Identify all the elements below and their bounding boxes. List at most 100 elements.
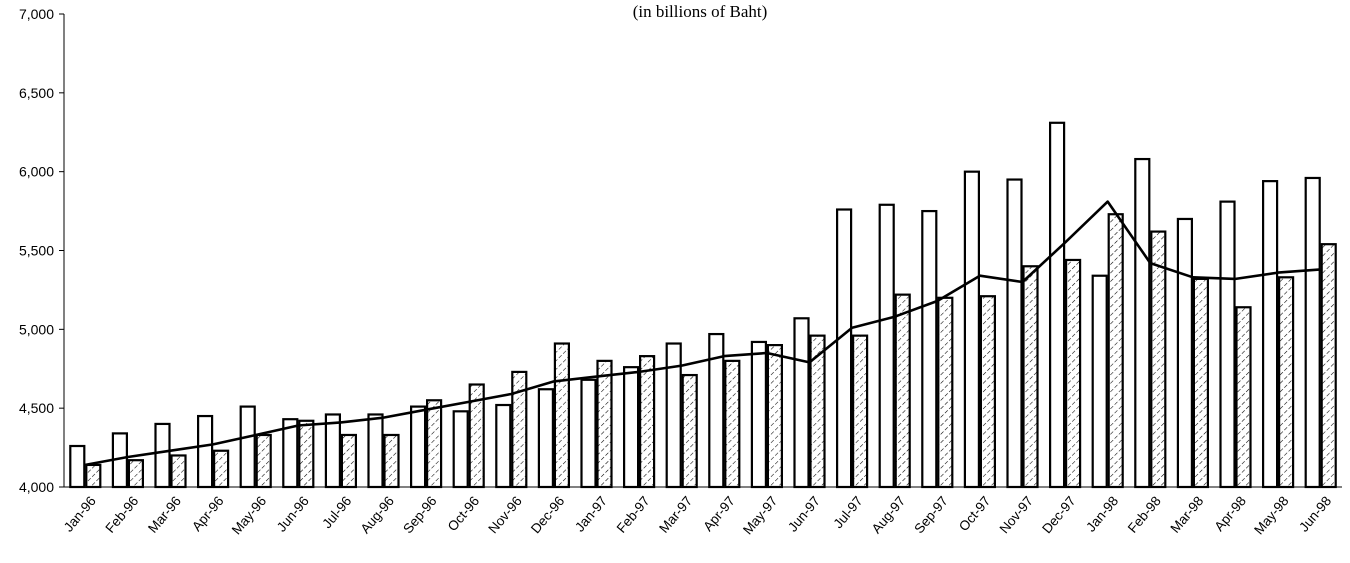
open-bar [1219,200,1236,489]
chart-subtitle: (in billions of Baht) [633,2,768,21]
open-bar [921,209,938,489]
x-tick-label: Jan-97 [572,493,610,534]
hatched-bar [1150,230,1167,489]
trend-line [85,200,1321,467]
open-bar [708,332,725,489]
hatched-bar [383,433,400,489]
open-bar [665,342,682,489]
x-tick-label: Sep-96 [400,493,439,536]
x-tick-label: Jun-98 [1296,493,1334,534]
open-bar [750,340,768,489]
open-bar [1006,178,1023,489]
x-tick-label: Aug-97 [869,493,908,536]
hatched-bar [127,459,144,489]
open-bar [835,208,853,489]
hatched-bar [255,433,272,489]
x-tick-label: Oct-97 [956,493,994,534]
y-tick-label: 6,000 [19,164,54,180]
x-tick-label: Feb-98 [1125,493,1164,535]
hatched-bar [553,342,571,489]
open-bar [1134,157,1151,489]
hatched-bar [85,463,102,489]
open-bar [537,388,555,489]
hatched-bar [1107,213,1124,489]
open-bar [622,366,640,489]
x-tick-label: Jul-96 [319,493,354,531]
hatched-bar [979,295,997,489]
x-tick-label: Apr-96 [189,493,227,534]
y-tick-label: 4,500 [19,400,54,416]
y-tick-label: 6,500 [19,85,54,101]
x-tick-label: Aug-96 [358,493,397,536]
open-bar [495,403,512,489]
x-tick-label: Nov-97 [997,493,1036,536]
open-bar [324,413,341,489]
hatched-bar [809,334,826,489]
x-tick-label: Jan-98 [1083,493,1121,534]
hatched-bar [511,370,528,489]
hatched-bar [681,373,698,489]
x-tick-label: May-96 [229,493,269,537]
open-bar [239,405,256,489]
hatched-bar [1192,277,1210,489]
y-tick-label: 5,000 [19,321,54,337]
x-tick-label: Nov-96 [485,493,524,536]
hatched-bar [596,359,613,489]
open-bar [580,378,597,489]
hatched-bar [894,293,911,489]
open-bar [367,413,384,489]
x-tick-label: May-98 [1251,493,1291,537]
hatched-bar [937,296,954,489]
x-tick-label: Jun-97 [785,493,823,534]
x-tick-label: Jul-97 [831,493,866,531]
open-bar [1261,180,1279,489]
x-tick-label: Mar-97 [656,493,695,535]
open-bar [1304,176,1321,489]
open-bar [69,444,86,489]
hatched-bar [213,449,230,489]
open-bar [410,405,427,489]
x-tick-label: Feb-97 [614,493,653,535]
x-tick-label: Sep-97 [911,493,950,536]
x-tick-label: Dec-97 [1039,493,1078,536]
y-tick-label: 7,000 [19,6,54,22]
x-tick-label: Apr-97 [700,493,738,534]
open-bar [878,203,895,489]
open-bar [1176,217,1194,489]
trend-series [85,200,1321,467]
x-tick-label: Jun-96 [274,493,312,534]
open-bar [1091,274,1108,489]
hatched-bar [851,334,869,489]
open-bar [963,170,981,489]
hatched-bar [638,355,656,489]
hatched-bar [340,433,357,489]
hatched-bar [724,359,741,489]
x-tick-label: Feb-96 [102,493,141,535]
x-axis-tick-labels: Jan-96 Feb-96 Mar-96 Apr-96 May-96 Jun-96 Jul-… [61,493,1334,537]
y-axis-ticks: 4,000 4,500 5,000 5,500 6,000 6,500 7,000 [19,6,64,495]
x-tick-label: Mar-98 [1167,493,1206,535]
x-tick-label: Dec-96 [528,493,567,536]
open-bar [452,410,469,489]
y-tick-label: 5,500 [19,243,54,259]
hatched-bar [298,419,315,489]
hatched-bar [170,454,187,489]
open-bar [793,317,810,489]
hatched-bar [1022,265,1039,489]
x-tick-label: May-97 [740,493,780,537]
open-bar [154,422,171,489]
bar-series [69,121,1337,489]
x-tick-label: Oct-96 [445,493,483,534]
x-tick-label: Jan-96 [61,493,99,534]
hatched-bar [1277,276,1295,489]
hatched-bar [1064,258,1082,489]
hatched-bar [1235,306,1252,489]
open-bar [282,418,299,489]
open-bar [197,414,214,489]
hatched-bar [766,344,784,489]
x-tick-label: Apr-98 [1211,493,1249,534]
hatched-bar [468,383,485,489]
x-tick-label: Mar-96 [145,493,184,535]
hatched-bar [426,399,443,489]
